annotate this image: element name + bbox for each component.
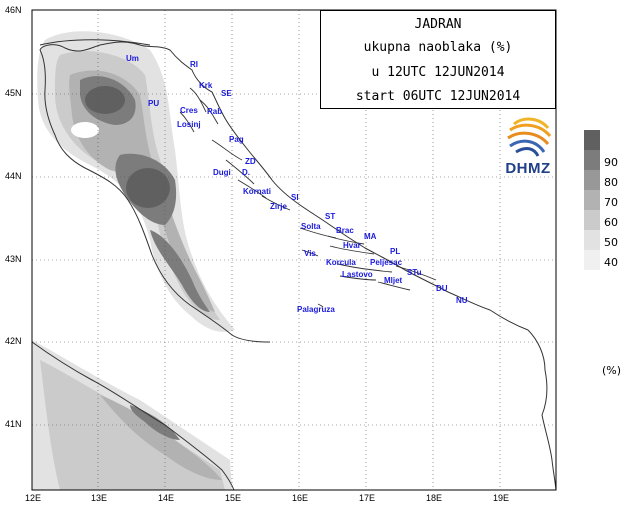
lon-label: 17E [359, 493, 376, 503]
legend-swatch-80 [584, 150, 600, 170]
city-label-si: SI [291, 193, 299, 202]
islands [179, 87, 437, 308]
city-label-dugi: Dugi [213, 168, 231, 177]
city-label-hvar: Hvar [343, 241, 361, 250]
legend-tick: 60 [604, 216, 618, 229]
dhmz-logo: DHMZ [500, 114, 556, 184]
city-label-lastovo: Lastovo [342, 270, 373, 279]
map-title-box: JADRAN ukupna naoblaka (%) u 12UTC 12JUN… [320, 10, 556, 109]
city-label-korcula: Korcula [326, 258, 356, 267]
legend-swatch-40 [584, 230, 600, 250]
lon-label: 14E [158, 493, 175, 503]
city-label-losinj: Losinj [177, 120, 201, 129]
lon-label: 18E [426, 493, 443, 503]
city-label-rab: Rab [207, 107, 223, 116]
map-title: JADRAN [414, 17, 462, 32]
dhmz-logo-emblem [507, 117, 552, 157]
city-label-pag: Pag [229, 135, 244, 144]
city-label-zd: ZD [245, 157, 256, 166]
legend-tick: 40 [604, 256, 618, 269]
lat-label: 46N [5, 5, 22, 15]
city-label-se: SE [221, 89, 232, 98]
city-label-solta: Solta [301, 222, 321, 231]
city-label-stu: STu [407, 268, 422, 277]
lat-label: 42N [5, 336, 22, 346]
legend-tick: 50 [604, 236, 618, 249]
lat-label: 44N [5, 171, 22, 181]
legend-unit: (%) [602, 364, 622, 377]
city-label-vis: Vis [304, 249, 316, 258]
city-label-d: D. [242, 168, 250, 177]
legend-tick: 70 [604, 196, 618, 209]
map-subtitle: ukupna naoblaka (%) [363, 40, 513, 55]
city-label-krk: Krk [199, 81, 213, 90]
lon-label: 19E [493, 493, 510, 503]
city-label-um: Um [126, 54, 139, 63]
legend-swatch-50 [584, 210, 600, 230]
city-label-ma: MA [364, 232, 377, 241]
city-label-peljesac: Peljesac [370, 258, 403, 267]
legend-swatch-60 [584, 190, 600, 210]
legend-swatch-70 [584, 170, 600, 190]
city-label-palagruza: Palagruza [297, 305, 335, 314]
cloud-shading [32, 31, 235, 490]
city-label-pl: PL [390, 247, 401, 256]
city-label-du: DU [436, 284, 448, 293]
lon-label: 13E [91, 493, 108, 503]
lat-label: 43N [5, 254, 22, 264]
city-label-st: ST [325, 212, 336, 221]
city-label-cres: Cres [180, 106, 198, 115]
city-label-kornati: Kornati [243, 187, 271, 196]
coastline [31, 39, 557, 491]
city-label-pu: PU [148, 99, 160, 108]
lon-label: 16E [292, 493, 309, 503]
lat-label: 41N [5, 419, 22, 429]
valid-time: u 12UTC 12JUN2014 [371, 65, 505, 80]
legend-tick: 80 [604, 176, 618, 189]
map-frame [31, 9, 557, 491]
city-label-zirje: Zirje [270, 202, 287, 211]
city-label-brac: Brac [336, 226, 354, 235]
lon-label: 12E [25, 493, 42, 503]
dhmz-logo-text: DHMZ [505, 160, 551, 177]
start-time: start 06UTC 12JUN2014 [355, 89, 521, 104]
city-label-mljet: Mljet [384, 276, 403, 285]
lon-label: 15E [225, 493, 242, 503]
city-label-ri: RI [190, 60, 198, 69]
city-label-nu: NU [456, 296, 468, 305]
lat-label: 45N [5, 88, 22, 98]
legend-tick: 90 [604, 156, 618, 169]
legend-swatch-below-40 [584, 250, 600, 270]
legend-swatch-90 [584, 130, 600, 150]
